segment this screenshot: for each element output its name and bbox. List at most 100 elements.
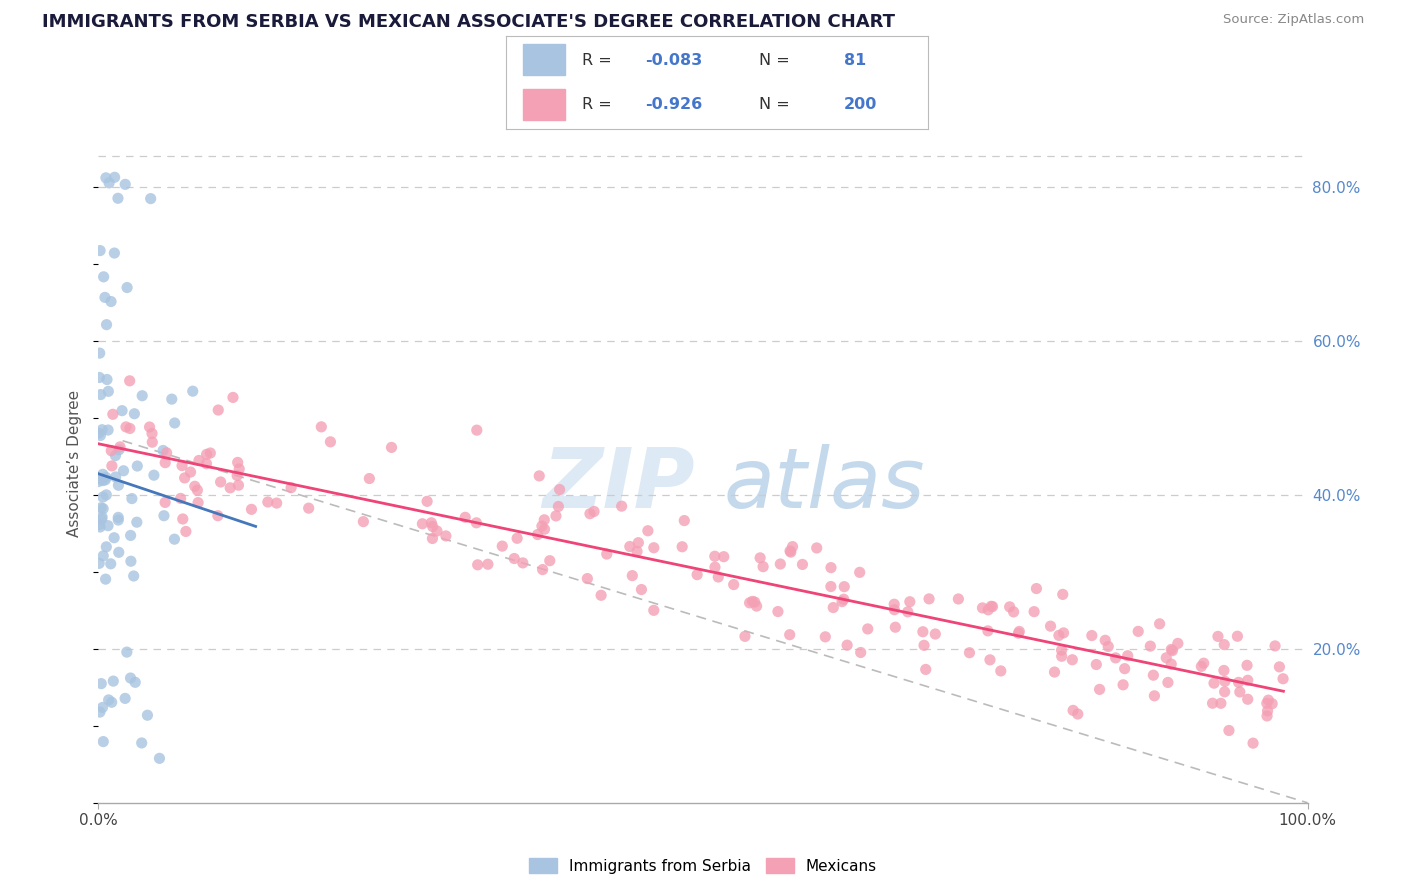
Point	[883, 603, 905, 617]
Point	[107, 478, 129, 492]
Point	[112, 464, 135, 478]
Point	[1227, 675, 1250, 690]
Point	[160, 392, 183, 406]
Point	[121, 491, 143, 506]
Point	[766, 605, 789, 619]
Point	[1085, 657, 1108, 672]
Point	[637, 524, 659, 538]
Point	[579, 507, 602, 521]
Point	[125, 515, 148, 529]
Point	[782, 540, 804, 554]
Point	[138, 420, 160, 434]
Point	[104, 449, 127, 463]
Point	[671, 540, 693, 554]
Point	[97, 518, 120, 533]
Point	[627, 535, 650, 549]
Text: N =: N =	[759, 53, 796, 68]
Point	[1088, 682, 1111, 697]
Point	[352, 515, 374, 529]
Point	[1047, 628, 1070, 642]
Point	[832, 592, 855, 607]
Point	[94, 290, 117, 304]
Point	[1202, 676, 1225, 690]
Point	[856, 622, 879, 636]
Point	[174, 524, 197, 539]
Legend: Immigrants from Serbia, Mexicans: Immigrants from Serbia, Mexicans	[523, 852, 883, 880]
Point	[91, 423, 114, 437]
Point	[240, 502, 263, 516]
Point	[832, 580, 855, 594]
Point	[91, 501, 114, 516]
Point	[1142, 668, 1164, 682]
Text: -0.083: -0.083	[645, 53, 703, 68]
Point	[1236, 692, 1258, 706]
Point	[120, 671, 142, 685]
Point	[1002, 605, 1025, 619]
Point	[979, 653, 1001, 667]
Point	[89, 517, 111, 532]
Point	[127, 458, 149, 473]
Point	[1139, 639, 1161, 653]
Point	[93, 269, 115, 284]
Point	[1043, 665, 1066, 679]
Point	[1052, 626, 1074, 640]
Point	[115, 645, 138, 659]
Point	[998, 599, 1021, 614]
Point	[186, 483, 208, 497]
Point	[897, 605, 920, 619]
Point	[1062, 703, 1084, 717]
Point	[1050, 643, 1073, 657]
Point	[107, 510, 129, 524]
Point	[120, 554, 142, 568]
Point	[94, 572, 117, 586]
Point	[115, 280, 138, 294]
Point	[749, 550, 772, 565]
Point	[526, 527, 548, 541]
Point	[188, 453, 211, 467]
Point	[465, 423, 488, 437]
Point	[741, 594, 763, 608]
Point	[924, 627, 946, 641]
Point	[108, 442, 131, 457]
Text: atlas: atlas	[723, 443, 925, 524]
Point	[533, 522, 555, 536]
Text: 200: 200	[844, 97, 877, 112]
Point	[422, 532, 444, 546]
Point	[257, 495, 280, 509]
Point	[912, 638, 935, 652]
Point	[744, 595, 766, 609]
Point	[911, 624, 934, 639]
Point	[422, 519, 444, 533]
Point	[89, 705, 111, 719]
Point	[89, 557, 111, 571]
Point	[734, 629, 756, 643]
Point	[142, 468, 165, 483]
Point	[90, 500, 112, 515]
Point	[1116, 648, 1139, 663]
Point	[1264, 639, 1286, 653]
Point	[94, 470, 117, 484]
Point	[172, 512, 194, 526]
Point	[181, 384, 204, 399]
Point	[96, 372, 118, 386]
Point	[91, 549, 114, 563]
Text: IMMIGRANTS FROM SERBIA VS MEXICAN ASSOCIATE'S DEGREE CORRELATION CHART: IMMIGRANTS FROM SERBIA VS MEXICAN ASSOCI…	[42, 13, 896, 31]
Point	[1213, 638, 1236, 652]
Point	[136, 708, 159, 723]
Point	[104, 470, 127, 484]
Point	[124, 407, 146, 421]
Text: 81: 81	[844, 53, 866, 68]
Point	[977, 603, 1000, 617]
Point	[87, 426, 110, 441]
Point	[820, 580, 842, 594]
Point	[319, 434, 342, 449]
Point	[280, 481, 302, 495]
Point	[506, 531, 529, 545]
Point	[769, 557, 792, 571]
Point	[90, 387, 112, 401]
Point	[576, 572, 599, 586]
Point	[411, 516, 433, 531]
Point	[91, 734, 114, 748]
Point	[114, 178, 136, 192]
Point	[94, 473, 117, 487]
